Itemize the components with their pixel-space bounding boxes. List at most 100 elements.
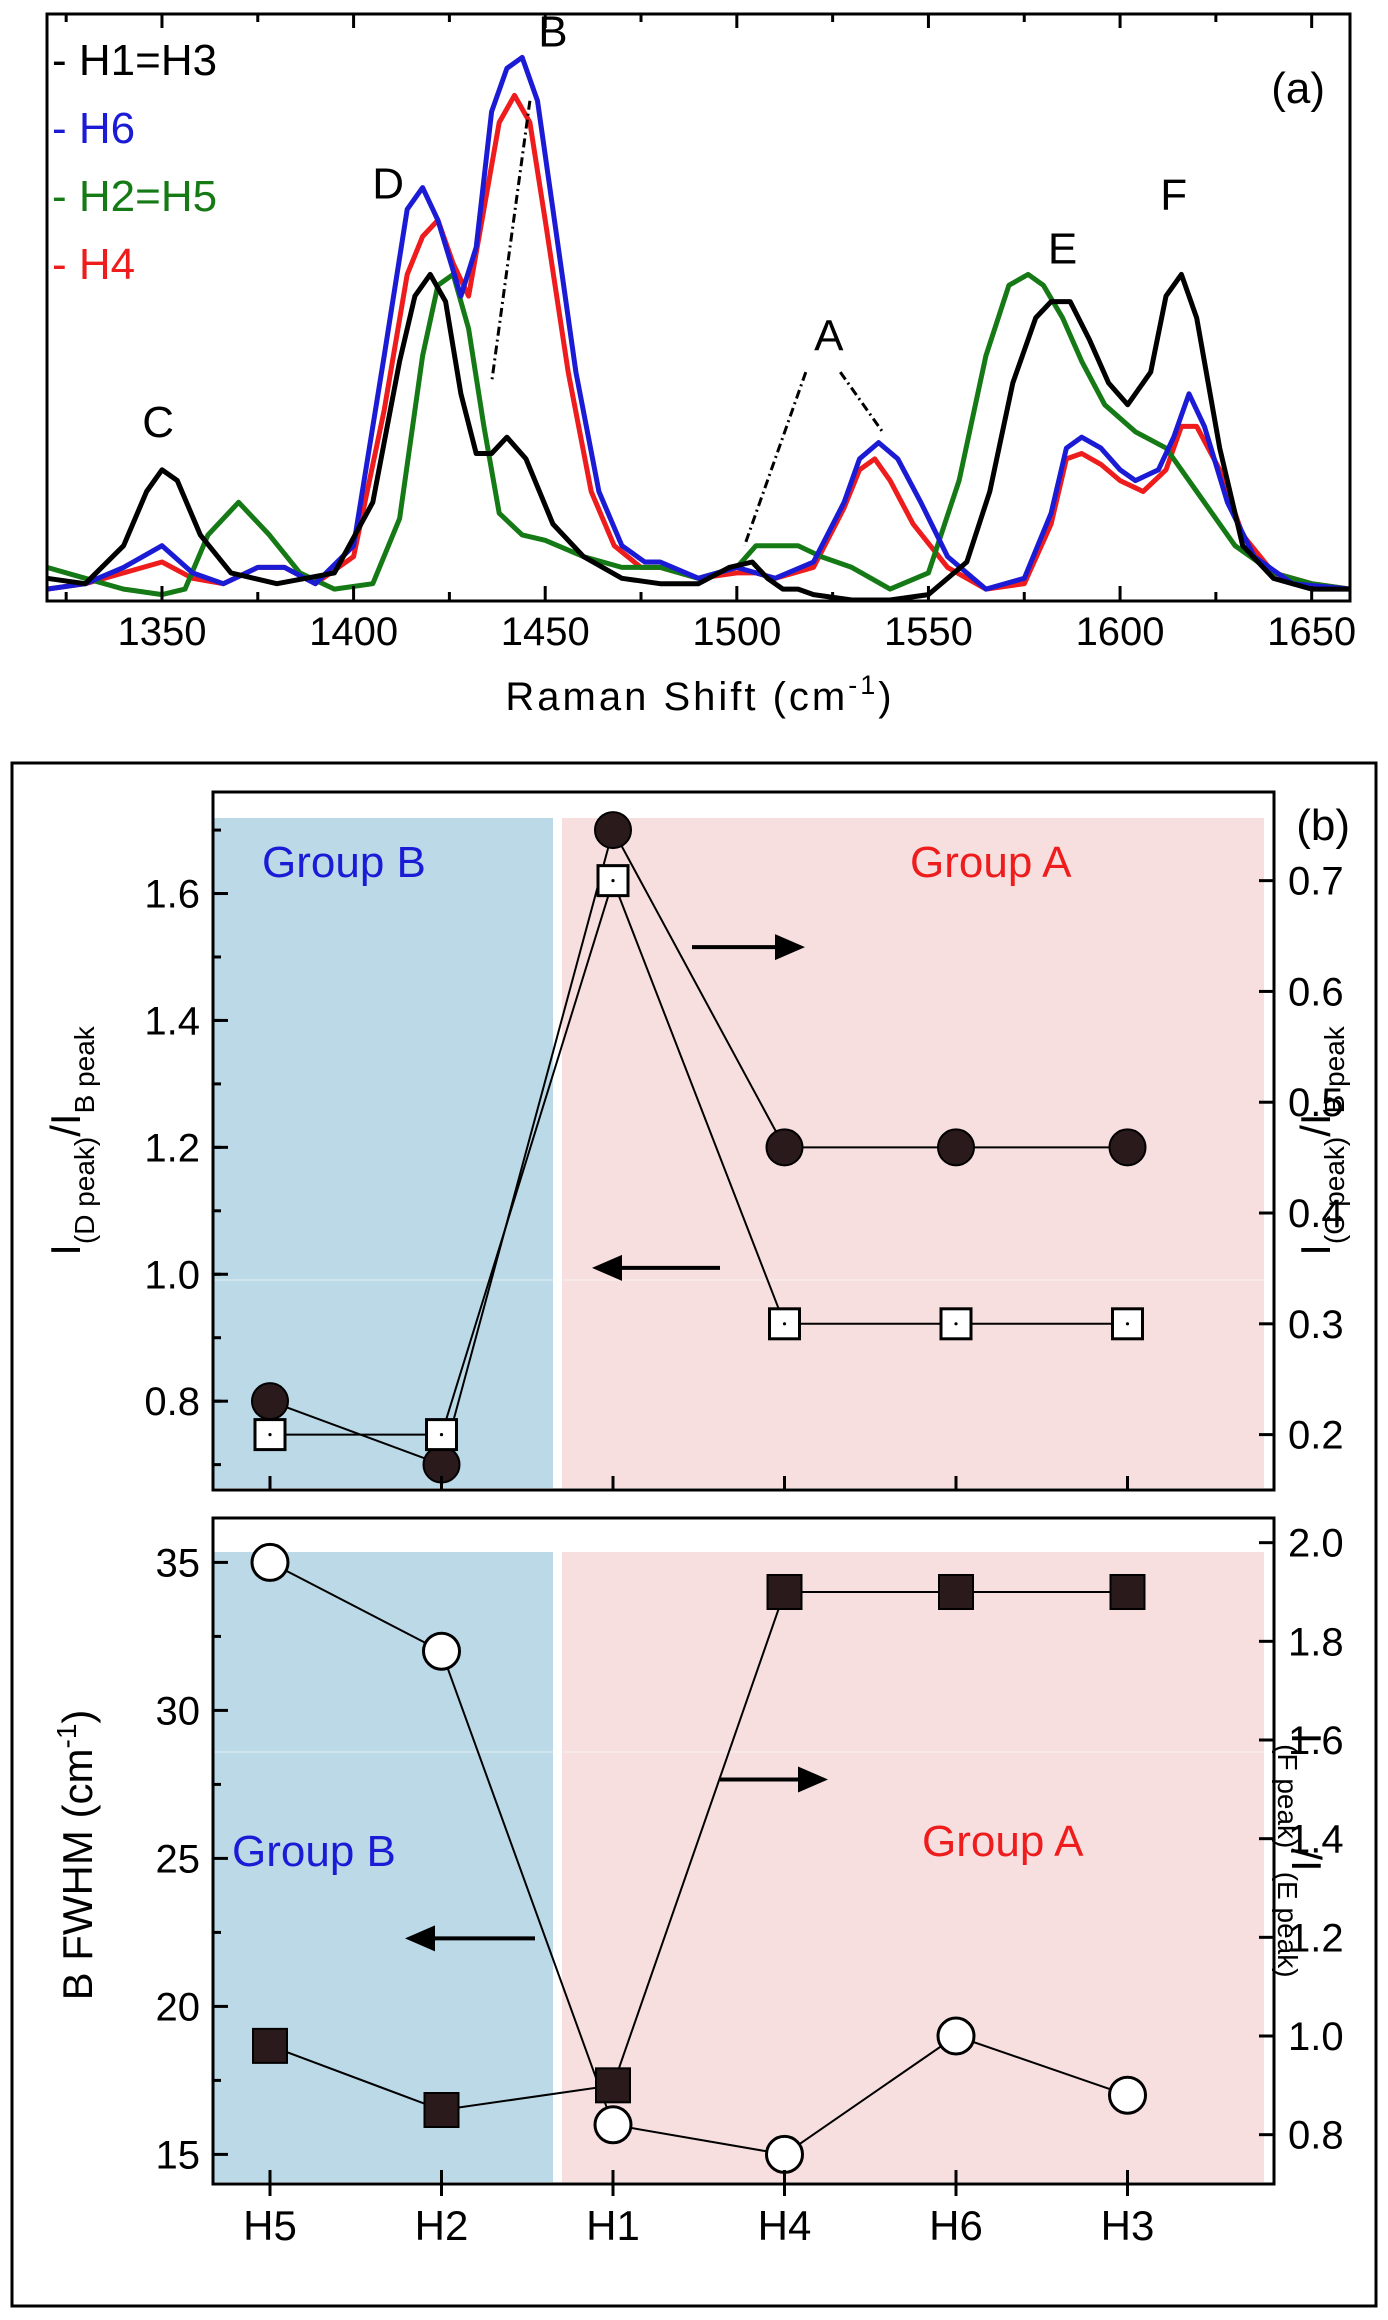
top-right-label-sub1: (C peak) (1319, 1137, 1350, 1244)
fe-ratio-point-h2 (423, 2092, 460, 2128)
bottom-markers (250, 1542, 1147, 2174)
group-a-region-bottom (562, 1552, 1264, 2182)
marker-center-dot (439, 1433, 444, 1437)
category-label-h1: H1 (586, 2202, 640, 2249)
right-tick-label: 2.0 (1288, 1522, 1344, 1566)
x-tick-label: 1450 (501, 610, 590, 654)
arrow-to-left-axis (592, 1254, 720, 1281)
marker-center-dot (611, 879, 615, 883)
bottom-right-label-mid: /I (1283, 1848, 1330, 1871)
group-a-label-bottom: Group A (922, 1817, 1084, 1866)
peak-label-a: A (814, 311, 844, 360)
right-tick-label: 0.6 (1288, 970, 1344, 1014)
left-tick-label: 15 (156, 2133, 201, 2177)
top-left-label-i1: I (42, 1244, 89, 1256)
top-axis-arrows (592, 934, 805, 1281)
panel-b-outer-frame (10, 761, 1378, 2308)
marker-center-dot (268, 1433, 272, 1437)
category-label-h3: H3 (1101, 2202, 1155, 2249)
arrow-to-right-axis-head (775, 934, 805, 961)
category-label-h6: H6 (929, 2202, 983, 2249)
peak-label-e: E (1048, 225, 1077, 274)
category-labels: H5 H2 H1 H4 H6 H3 (243, 2202, 1154, 2249)
left-tick-label: 35 (156, 1541, 201, 1585)
panel-a: 1350 1400 1450 1500 1550 1600 1650 C D B A E F - H1… (45, 8, 1356, 719)
top-left-label-mid: /I (42, 1113, 89, 1136)
bottom-right-axis-label: I(F peak)/I(E peak) (1272, 1732, 1330, 1977)
bottom-connecting-lines (269, 1561, 1128, 2156)
panel-b-bottom: Group B Group A 15 20 25 30 35 0.8 1.0 1.2 1.4 1.… (51, 1516, 1344, 2249)
c-ratio-point-h4 (768, 1307, 801, 1341)
c-ratio-point-h1 (596, 864, 630, 898)
fwhm-point-h6 (936, 2016, 976, 2056)
legend-entry-h1-h3: - H1=H3 (52, 36, 217, 85)
left-tick-label: 1.2 (144, 1126, 200, 1170)
guide-line-1 (743, 371, 808, 547)
right-tick-label: 1.8 (1288, 1620, 1344, 1664)
guide-line-2 (839, 371, 884, 433)
arrow-to-right-axis (692, 934, 805, 961)
c-ratio-point-h3 (1111, 1307, 1144, 1341)
series-line-h1-h3 (46, 271, 1350, 603)
right-tick-label: 0.4 (1288, 1192, 1344, 1236)
x-tick-label: 1400 (309, 610, 398, 654)
peak-labels: C D B A E F (142, 8, 1187, 448)
bottom-plot-frame (211, 1516, 1276, 2186)
peak-label-c: C (142, 398, 174, 447)
bottom-right-label-sub1: (F peak) (1272, 1744, 1303, 1848)
top-left-axis-label: I(D peak)/IB peak (42, 1025, 100, 1256)
panel-a-frame (45, 12, 1352, 603)
left-tick-label: 20 (156, 1985, 201, 2029)
group-a-label: Group A (910, 838, 1072, 887)
category-label-h4: H4 (758, 2202, 812, 2249)
fwhm-point-h5 (250, 1542, 290, 1582)
c-ratio-line (270, 877, 1128, 1436)
x-tick-label: 1600 (1076, 610, 1165, 654)
d-ratio-point-h6 (937, 1128, 975, 1167)
arrow-to-right-axis-bottom (720, 1766, 828, 1793)
left-tick-label: 0.8 (144, 1380, 200, 1424)
left-tick-label: 30 (156, 1689, 201, 1733)
top-right-label-mid: /I (1292, 1113, 1339, 1136)
fwhm-point-h1 (593, 2105, 633, 2145)
arrow-to-left-axis-bottom (405, 1925, 535, 1952)
fe-ratio-line (269, 1591, 1128, 2112)
group-b-region (213, 818, 553, 1488)
c-ratio-point-h6 (939, 1307, 973, 1341)
arrow-to-left-axis-bottom-head (405, 1925, 435, 1952)
left-tick-label: 25 (156, 1837, 201, 1881)
bottom-right-label-sub2: (E peak) (1272, 1872, 1303, 1978)
d-ratio-line (269, 827, 1128, 1466)
d-ratio-point-h1 (594, 811, 632, 850)
peak-label-d: D (372, 159, 404, 208)
arrow-to-left-axis-head (592, 1254, 622, 1281)
legend-entry-h4: - H4 (52, 240, 135, 289)
bottom-axis-arrows (405, 1766, 828, 1952)
fwhm-point-h3 (1108, 2075, 1147, 2115)
left-tick-label: 1.6 (144, 873, 200, 917)
fe-ratio-point-h5 (252, 2027, 288, 2064)
bottom-left-label-text: B FWHM (cm (54, 1748, 101, 2000)
right-tick-label: 1.2 (1288, 1916, 1344, 1960)
panel-b-top: Group B Group A 0.8 1.0 1.2 1.4 1.6 0.2 0.3 0.4… (42, 790, 1350, 1492)
panel-a-x-ticks: 1350 1400 1450 1500 1550 1600 1650 (64, 14, 1356, 654)
top-right-label-sub2: B peak (1319, 1025, 1350, 1113)
bottom-left-label-sup: -1 (51, 1724, 82, 1749)
d-ratio-point-h4 (765, 1128, 804, 1167)
c-ratio-point-h2 (425, 1418, 458, 1452)
group-b-label: Group B (262, 838, 426, 887)
fe-ratio-point-h3 (1109, 1574, 1146, 1610)
panel-a-label: (a) (1271, 64, 1325, 113)
bottom-left-label-end: ) (54, 1710, 101, 1724)
top-connecting-lines (269, 827, 1128, 1466)
x-tick-label: 1350 (117, 610, 206, 654)
bottom-right-label-i1: I (1283, 1732, 1330, 1744)
fe-ratio-point-h1 (595, 2067, 631, 2104)
x-tick-label: 1550 (884, 610, 973, 654)
panel-a-x-axis-label: Raman Shift (cm-1) (505, 670, 894, 719)
marker-center-dot (782, 1322, 787, 1326)
fwhm-point-h2 (422, 1631, 461, 1671)
right-tick-label: 0.3 (1288, 1303, 1344, 1347)
d-ratio-point-h5 (251, 1382, 289, 1421)
group-b-region-bottom (213, 1552, 553, 2182)
